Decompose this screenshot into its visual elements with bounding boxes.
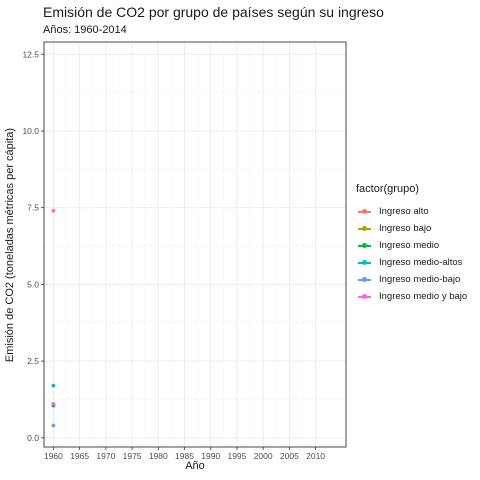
x-tick-label: 1965 — [70, 451, 89, 461]
legend-item: Ingreso medio-bajo — [356, 271, 467, 288]
legend-label: Ingreso medio — [379, 240, 440, 251]
legend-item: Ingreso medio y bajo — [356, 288, 467, 305]
x-tick-label: 1995 — [227, 451, 246, 461]
y-tick-label: 2.5 — [27, 356, 39, 366]
legend-label: Ingreso medio-bajo — [379, 274, 461, 285]
legend-key — [356, 288, 373, 305]
x-tick-label: 2000 — [254, 451, 273, 461]
legend-item: Ingreso bajo — [356, 220, 467, 237]
chart-subtitle: Años: 1960-2014 — [43, 24, 127, 36]
data-point — [51, 208, 56, 213]
y-tick-label: 12.5 — [22, 49, 39, 59]
legend: factor(grupo) Ingreso alto Ingreso bajo In… — [356, 183, 467, 305]
y-axis-title: Emisión de CO2 (toneladas métricas per c… — [4, 127, 16, 363]
legend-key-dot — [362, 243, 367, 248]
legend-item: Ingreso alto — [356, 203, 467, 220]
panel-background — [44, 42, 346, 447]
x-tick-label: 2005 — [280, 451, 299, 461]
legend-key — [356, 237, 373, 254]
data-point — [51, 423, 56, 428]
y-tick-label: 10.0 — [22, 126, 39, 136]
legend-title: factor(grupo) — [356, 183, 419, 195]
y-tick-label: 7.5 — [27, 203, 39, 213]
legend-item: Ingreso medio-altos — [356, 254, 467, 271]
x-tick-label: 1970 — [96, 451, 115, 461]
panel-border — [43, 41, 347, 448]
legend-key-dot — [362, 277, 367, 282]
x-tick-label: 1980 — [149, 451, 168, 461]
data-point — [51, 402, 56, 406]
data-point — [51, 383, 56, 388]
legend-key — [356, 254, 373, 271]
x-tick-label: 1985 — [175, 451, 194, 461]
legend-label: Ingreso medio-altos — [379, 257, 463, 268]
legend-key-dot — [362, 260, 367, 265]
chart-title: Emisión de CO2 por grupo de países según… — [43, 4, 384, 20]
x-tick-label: 1990 — [201, 451, 220, 461]
legend-key — [356, 203, 373, 220]
legend-key-dot — [362, 209, 367, 214]
legend-item: Ingreso medio — [356, 237, 467, 254]
x-tick-label: 2010 — [306, 451, 325, 461]
legend-label: Ingreso alto — [379, 206, 429, 217]
legend-key — [356, 271, 373, 288]
legend-key — [356, 220, 373, 237]
x-tick-label: 1975 — [123, 451, 142, 461]
y-tick-label: 5.0 — [27, 279, 39, 289]
x-axis-title: Año — [185, 460, 205, 472]
x-tick-label: 1960 — [44, 451, 63, 461]
legend-items: Ingreso alto Ingreso bajo Ingreso medio Ing… — [356, 203, 467, 305]
legend-key-dot — [362, 294, 367, 299]
y-tick-label: 0.0 — [27, 433, 39, 443]
legend-label: Ingreso medio y bajo — [379, 291, 468, 302]
legend-key-dot — [362, 226, 367, 231]
legend-label: Ingreso bajo — [379, 223, 432, 234]
